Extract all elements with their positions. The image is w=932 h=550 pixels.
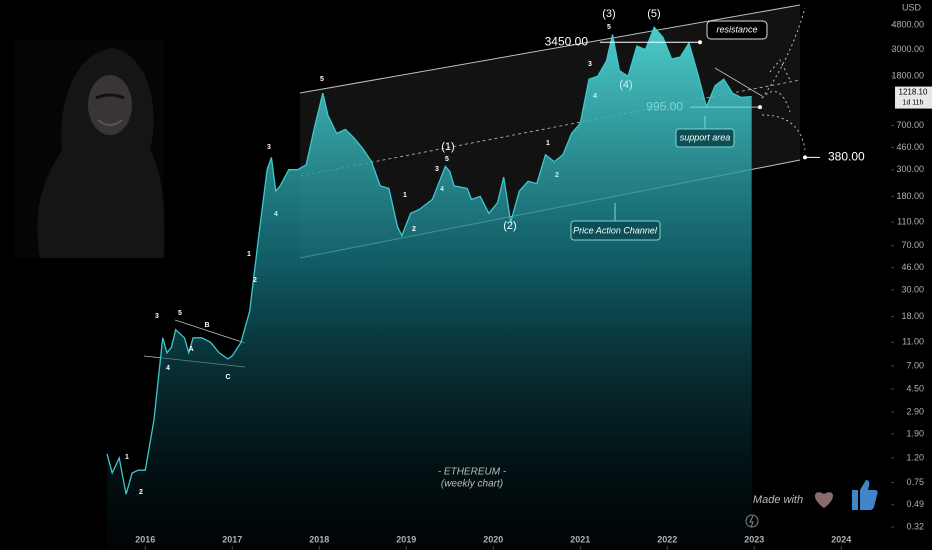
wave-label: 5 (320, 76, 324, 83)
x-tick-label: 2024 (831, 534, 851, 544)
wave-label: 4 (274, 211, 278, 218)
wave-label: 1 (125, 454, 129, 461)
lightning-icon (749, 515, 754, 528)
channel-mid (299, 79, 801, 177)
wave-label: 5 (607, 24, 611, 31)
level-label: 995.00 (646, 99, 683, 113)
countdown: 1d 11h (903, 99, 924, 106)
x-tick-label: 2020 (483, 534, 503, 544)
wave-label: 3 (155, 313, 159, 320)
major-wave: (3) (602, 8, 615, 20)
wave-label: 2 (412, 226, 416, 233)
wave-label: 2 (555, 172, 559, 179)
wave-label: 3 (267, 144, 271, 151)
callout-box (706, 20, 768, 40)
y-tick-label: 11.00 (902, 337, 924, 347)
level-label: 380.00 (828, 150, 865, 164)
x-tick-label: 2021 (570, 534, 590, 544)
wedge-line (714, 67, 763, 97)
thumbs-up-icon (852, 480, 878, 510)
y-tick-label: 110.00 (897, 216, 924, 226)
wave-label: 5 (445, 156, 449, 163)
y-tick-label: 4800.00 (891, 19, 924, 29)
y-tick-label: 46.00 (901, 262, 924, 272)
level-label: 3450.00 (545, 34, 589, 48)
level-dot (758, 105, 762, 110)
y-tick-label: 180.00 (896, 191, 924, 201)
x-tick-label: 2016 (135, 534, 155, 544)
wave-label: 3 (435, 166, 439, 173)
projection (761, 114, 806, 151)
y-tick-label: 1800.00 (891, 71, 924, 81)
wave-label: 4 (440, 186, 444, 193)
wave-label: 3 (588, 61, 592, 68)
chart-subtitle: (weekly chart) (441, 479, 503, 490)
major-wave: (4) (619, 79, 632, 91)
major-wave: (2) (503, 220, 516, 232)
y-tick-label: 7.00 (906, 360, 924, 370)
lightning-icon (745, 514, 759, 528)
hooded-figure (14, 40, 165, 258)
callout: Price Action Channel (573, 225, 658, 235)
x-tick-label: 2019 (396, 534, 416, 544)
x-tick-label: 2018 (309, 534, 329, 544)
major-wave: (5) (647, 8, 660, 20)
y-tick-label: 700.00 (896, 120, 924, 130)
y-tick-label: 460.00 (896, 142, 924, 152)
y-tick-label: 4.50 (906, 383, 924, 393)
wave-label: 1 (403, 192, 407, 199)
projection (769, 59, 791, 81)
x-tick-label: 2017 (222, 534, 242, 544)
area (107, 27, 752, 550)
x-tick-label: 2022 (657, 534, 677, 544)
x-tick-label: 2023 (744, 534, 764, 544)
y-tick-label: 0.32 (906, 521, 924, 531)
chart-title: - ETHEREUM - (438, 467, 507, 478)
y-tick-label: 300.00 (896, 164, 924, 174)
level-dot (803, 155, 807, 160)
wave-label: 2 (139, 489, 143, 496)
wave-label: 4 (166, 365, 170, 372)
wave-label: 2 (253, 277, 257, 284)
y-tick-label: 0.75 (906, 477, 924, 487)
y-tick-label: 0.49 (906, 499, 924, 509)
y-tick-label: 1.90 (906, 428, 924, 438)
triangle-upper (174, 319, 246, 344)
heart-icon (814, 492, 834, 508)
y-axis-label: USD (902, 2, 922, 12)
callout: support area (680, 132, 731, 142)
wave-label: 1 (546, 140, 550, 147)
made-with: Made with (753, 494, 803, 506)
plot (106, 25, 752, 550)
y-tick-label: 2.90 (906, 406, 924, 416)
wave-label: 4 (593, 93, 597, 100)
wave-label: 1 (247, 251, 251, 258)
channel-upper (299, 4, 801, 94)
major-wave: (1) (441, 141, 454, 153)
y-tick-label: 3000.00 (891, 44, 924, 54)
y-tick-label: 70.00 (901, 240, 924, 250)
wave-label: C (225, 374, 230, 381)
y-tick-label: 1.20 (906, 452, 924, 462)
y-tick-label: 18.00 (901, 311, 924, 321)
price-tag-label: 1218.10 (899, 88, 928, 97)
y-tick-label: 30.00 (901, 284, 924, 294)
level-dot (698, 40, 702, 45)
wave-label: 5 (178, 310, 182, 317)
callout: resistance (716, 24, 757, 34)
wave-label: A (188, 346, 193, 353)
projection (761, 91, 791, 113)
projection (761, 7, 806, 99)
price-tag (895, 86, 932, 109)
wave-label: B (204, 322, 209, 329)
price-line (106, 25, 752, 495)
